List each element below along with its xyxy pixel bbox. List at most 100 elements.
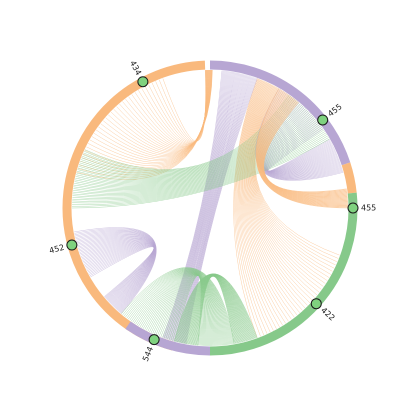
ribbon-line bbox=[77, 108, 306, 181]
ribbon-line bbox=[148, 70, 207, 143]
ribbon-line bbox=[174, 73, 241, 342]
ribbon-line bbox=[233, 78, 258, 338]
ribbon-line bbox=[165, 70, 227, 339]
ribbon-line bbox=[164, 70, 226, 339]
ribbon-line bbox=[76, 112, 310, 184]
ribbon-line bbox=[249, 84, 322, 290]
ribbon-line bbox=[247, 83, 313, 301]
node-marker bbox=[137, 76, 149, 88]
ribbon-line bbox=[169, 71, 233, 340]
ribbon-line bbox=[74, 117, 315, 188]
ribbon-line bbox=[249, 84, 320, 293]
ribbon-purple-left bbox=[74, 227, 157, 314]
ribbon-line bbox=[170, 72, 234, 341]
ribbon-line bbox=[71, 138, 330, 209]
node-label: 452 bbox=[48, 243, 65, 256]
ribbon-orange-right-band bbox=[255, 88, 349, 209]
node-label: 544 bbox=[141, 345, 155, 363]
ribbon-line bbox=[251, 85, 328, 281]
node-marker bbox=[310, 298, 322, 310]
ribbon-line bbox=[243, 81, 295, 318]
ribbon-line bbox=[79, 103, 301, 177]
ribbon-line bbox=[180, 75, 250, 343]
ribbon-line bbox=[73, 119, 317, 190]
arc-purple-right bbox=[209, 60, 351, 166]
ribbon-line bbox=[78, 105, 304, 179]
ribbon-line bbox=[243, 81, 298, 316]
ribbon-line bbox=[162, 70, 206, 142]
ribbon-line bbox=[72, 128, 323, 198]
ribbon-line bbox=[163, 70, 225, 339]
ribbon-line bbox=[252, 86, 331, 275]
ribbon-line bbox=[246, 82, 308, 306]
ribbon-line bbox=[116, 70, 209, 150]
ribbon-line bbox=[170, 72, 235, 341]
node-label: 455 bbox=[326, 102, 344, 119]
node-label: 434 bbox=[128, 59, 143, 77]
ribbon-line bbox=[254, 87, 338, 262]
ribbon-line bbox=[250, 85, 324, 287]
ribbon-line bbox=[172, 72, 237, 341]
ribbon-line bbox=[175, 73, 243, 342]
ribbon-line bbox=[72, 131, 325, 201]
ribbon-line bbox=[240, 80, 283, 326]
ribbon-line bbox=[242, 81, 292, 320]
ribbon-green-bottom bbox=[121, 267, 235, 347]
ribbon-line bbox=[72, 134, 327, 204]
ribbon-line bbox=[253, 87, 335, 269]
chord-arcs bbox=[62, 60, 358, 356]
ribbon-line bbox=[239, 80, 280, 328]
ribbon-line bbox=[73, 124, 320, 194]
ribbon-line bbox=[77, 107, 305, 180]
ribbon-purple-cross bbox=[162, 70, 258, 344]
ribbon-line bbox=[236, 78, 268, 334]
ribbon-line bbox=[171, 72, 236, 341]
ribbon-line bbox=[72, 132, 326, 202]
ribbon-line bbox=[82, 97, 294, 173]
chord-ribbons bbox=[71, 69, 349, 347]
ribbon-line bbox=[80, 101, 298, 175]
ribbon-line bbox=[73, 121, 318, 192]
ribbon-line bbox=[176, 74, 245, 343]
ribbon-line bbox=[74, 118, 316, 189]
node-marker bbox=[317, 114, 329, 126]
ribbon-line bbox=[74, 115, 314, 187]
ribbon-line bbox=[244, 81, 300, 313]
ribbon-orange-to-bottom bbox=[233, 78, 340, 338]
ribbon-line bbox=[72, 129, 324, 199]
ribbon-line bbox=[72, 137, 329, 207]
ribbon-line bbox=[75, 113, 311, 185]
ribbon-line bbox=[86, 69, 212, 166]
ribbon-line bbox=[73, 122, 319, 193]
ribbon-line bbox=[252, 86, 333, 272]
ribbon-line bbox=[248, 84, 318, 296]
ribbon-line bbox=[172, 72, 238, 341]
ribbon-line bbox=[241, 80, 289, 322]
ribbon-line bbox=[251, 86, 330, 278]
ribbon-line bbox=[88, 69, 211, 165]
ribbon-line bbox=[72, 135, 328, 205]
node-marker bbox=[148, 334, 160, 346]
ribbon-line bbox=[245, 82, 306, 309]
ribbon-line bbox=[238, 79, 274, 331]
node-label: 455 bbox=[361, 204, 376, 213]
ribbon-line bbox=[245, 82, 303, 311]
ribbon-line bbox=[167, 71, 231, 340]
ribbon-line bbox=[246, 83, 311, 304]
ribbon-green-bottom-center bbox=[174, 273, 258, 346]
ribbon-line bbox=[84, 94, 290, 170]
ribbon-line bbox=[72, 126, 322, 197]
ribbon-line bbox=[119, 70, 209, 149]
ribbon-line bbox=[234, 78, 261, 337]
ribbon-line bbox=[237, 79, 271, 333]
ribbon-line bbox=[238, 79, 277, 329]
ribbon-line bbox=[250, 85, 326, 284]
ribbon-line bbox=[180, 75, 251, 343]
node-marker bbox=[66, 239, 78, 251]
ribbon-line bbox=[255, 88, 349, 209]
ribbon-line bbox=[181, 76, 252, 344]
ribbon-line bbox=[248, 83, 315, 298]
ribbon-line bbox=[253, 87, 336, 266]
node-marker bbox=[347, 202, 359, 214]
